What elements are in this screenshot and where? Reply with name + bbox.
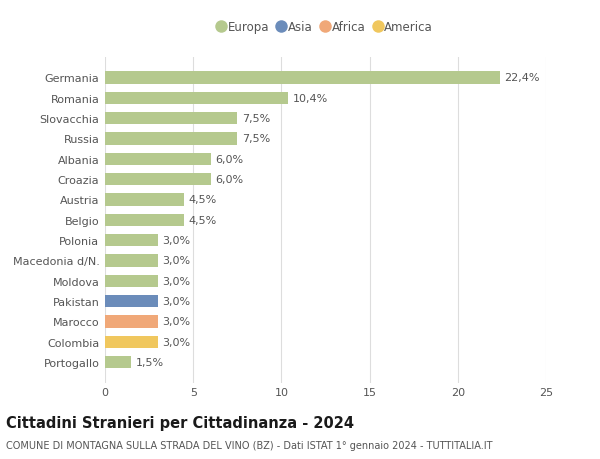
Bar	[105, 113, 238, 125]
Text: 6,0%: 6,0%	[215, 155, 244, 164]
Bar	[105, 316, 158, 328]
Bar	[105, 92, 289, 105]
Legend: Europa, Asia, Africa, America: Europa, Asia, Africa, America	[218, 21, 433, 34]
Bar	[105, 133, 238, 145]
Bar	[105, 356, 131, 369]
Text: 3,0%: 3,0%	[163, 317, 190, 327]
Text: COMUNE DI MONTAGNA SULLA STRADA DEL VINO (BZ) - Dati ISTAT 1° gennaio 2024 - TUT: COMUNE DI MONTAGNA SULLA STRADA DEL VINO…	[6, 440, 493, 450]
Text: 4,5%: 4,5%	[189, 215, 217, 225]
Text: 3,0%: 3,0%	[163, 337, 190, 347]
Bar	[105, 296, 158, 308]
Bar	[105, 72, 500, 84]
Bar	[105, 214, 184, 226]
Bar	[105, 235, 158, 246]
Bar	[105, 194, 184, 206]
Text: Cittadini Stranieri per Cittadinanza - 2024: Cittadini Stranieri per Cittadinanza - 2…	[6, 415, 354, 431]
Text: 6,0%: 6,0%	[215, 175, 244, 185]
Text: 7,5%: 7,5%	[242, 114, 270, 124]
Text: 22,4%: 22,4%	[505, 73, 540, 83]
Bar	[105, 153, 211, 166]
Bar	[105, 174, 211, 186]
Bar	[105, 255, 158, 267]
Text: 3,0%: 3,0%	[163, 297, 190, 307]
Text: 3,0%: 3,0%	[163, 276, 190, 286]
Text: 10,4%: 10,4%	[293, 94, 328, 104]
Text: 7,5%: 7,5%	[242, 134, 270, 144]
Bar	[105, 336, 158, 348]
Text: 4,5%: 4,5%	[189, 195, 217, 205]
Text: 3,0%: 3,0%	[163, 256, 190, 266]
Bar	[105, 275, 158, 287]
Text: 3,0%: 3,0%	[163, 235, 190, 246]
Text: 1,5%: 1,5%	[136, 358, 164, 367]
